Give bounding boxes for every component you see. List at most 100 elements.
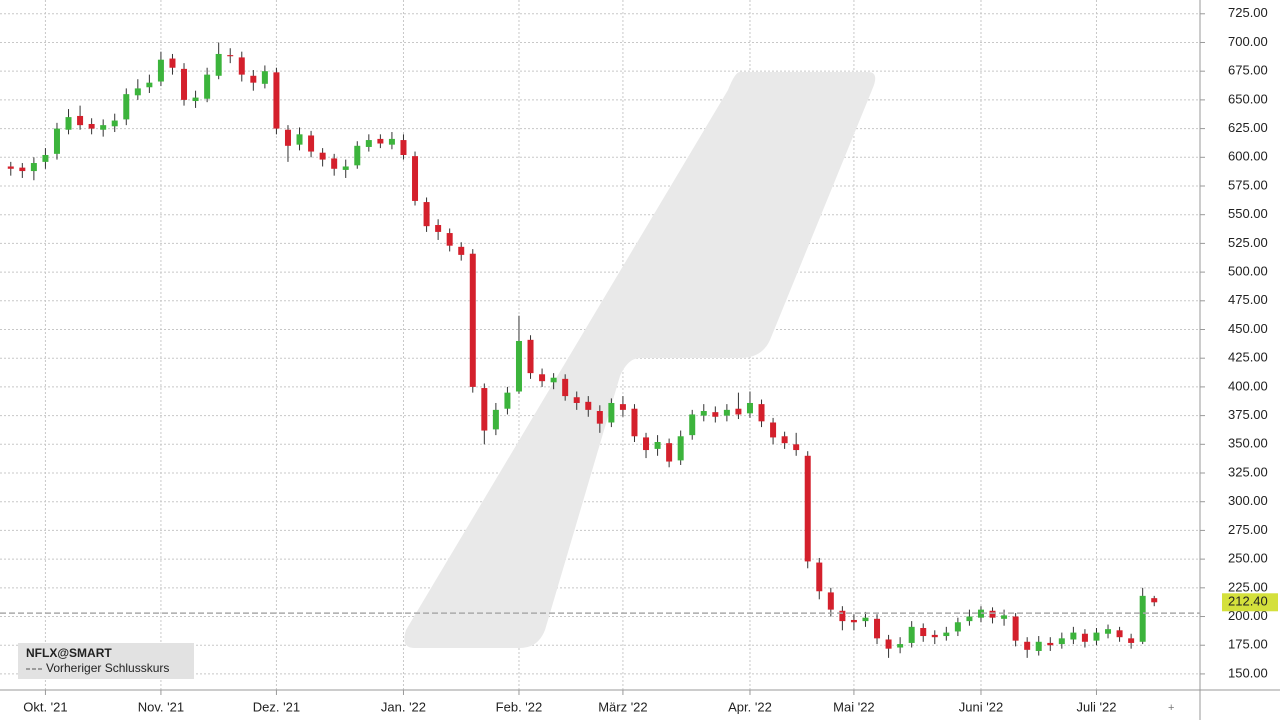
candle-body bbox=[469, 253, 476, 387]
x-tick-label: Juni '22 bbox=[959, 699, 1003, 714]
candle-body bbox=[1093, 632, 1100, 641]
candle-body bbox=[7, 166, 14, 169]
candle-body bbox=[619, 404, 626, 410]
candle-body bbox=[562, 378, 569, 397]
candle-body bbox=[134, 88, 141, 96]
candle-body bbox=[458, 246, 465, 255]
candle-body bbox=[631, 408, 638, 437]
candle-body bbox=[758, 404, 765, 422]
candle-body bbox=[308, 135, 315, 152]
candle-body bbox=[181, 68, 188, 100]
candle-body bbox=[515, 340, 522, 392]
candle-body bbox=[527, 339, 534, 374]
y-tick-label: 575.00 bbox=[1228, 177, 1268, 192]
candle-body bbox=[492, 409, 499, 430]
candle-body bbox=[608, 402, 615, 423]
candle-body bbox=[550, 377, 557, 383]
y-tick-label: 250.00 bbox=[1228, 551, 1268, 566]
candle-body bbox=[666, 443, 673, 462]
candle-body bbox=[746, 402, 753, 414]
y-tick-label: 725.00 bbox=[1228, 5, 1268, 20]
candle-body bbox=[954, 622, 961, 632]
candle-body bbox=[446, 233, 453, 246]
candle-body bbox=[1058, 638, 1065, 645]
candle-body bbox=[215, 53, 222, 76]
y-tick-label: 650.00 bbox=[1228, 91, 1268, 106]
candle-body bbox=[712, 412, 719, 417]
candle-body bbox=[123, 94, 130, 120]
candle-body bbox=[65, 117, 72, 130]
candle-body bbox=[481, 388, 488, 431]
candle-body bbox=[169, 58, 176, 68]
candle-body bbox=[30, 163, 37, 172]
y-tick-label: 300.00 bbox=[1228, 493, 1268, 508]
candle-body bbox=[596, 411, 603, 424]
candle-body bbox=[100, 125, 107, 130]
y-tick-label: 200.00 bbox=[1228, 608, 1268, 623]
candle-body bbox=[331, 158, 338, 169]
candle-body bbox=[723, 409, 730, 416]
candle-body bbox=[377, 138, 384, 144]
x-tick-label: Dez. '21 bbox=[253, 699, 300, 714]
y-tick-label: 700.00 bbox=[1228, 34, 1268, 49]
candle-body bbox=[1012, 616, 1019, 641]
y-tick-label: 375.00 bbox=[1228, 407, 1268, 422]
candle-body bbox=[261, 71, 268, 84]
candle-body bbox=[700, 411, 707, 416]
y-tick-label: 675.00 bbox=[1228, 63, 1268, 78]
candle-body bbox=[284, 129, 291, 146]
x-tick-label: Mai '22 bbox=[833, 699, 875, 714]
candle-body bbox=[573, 397, 580, 403]
candle-body bbox=[111, 120, 118, 127]
candle-body bbox=[804, 455, 811, 562]
candle-body bbox=[227, 55, 234, 57]
candle-body bbox=[1070, 632, 1077, 640]
y-tick-label: 400.00 bbox=[1228, 378, 1268, 393]
y-tick-label: 175.00 bbox=[1228, 637, 1268, 652]
candle-body bbox=[354, 145, 361, 166]
candle-body bbox=[862, 617, 869, 622]
candle-body bbox=[654, 442, 661, 449]
candle-body bbox=[296, 134, 303, 145]
candle-body bbox=[1116, 630, 1123, 638]
legend-label: Vorheriger Schlusskurs bbox=[46, 661, 169, 675]
candle-body bbox=[204, 74, 211, 99]
candle-body bbox=[793, 444, 800, 451]
y-tick-label: 425.00 bbox=[1228, 350, 1268, 365]
candle-body bbox=[989, 610, 996, 618]
candle-body bbox=[435, 225, 442, 232]
candle-body bbox=[412, 156, 419, 201]
candle-body bbox=[977, 609, 984, 618]
candle-body bbox=[931, 634, 938, 638]
candle-body bbox=[250, 75, 257, 83]
candle-body bbox=[88, 123, 95, 129]
candle-body bbox=[943, 632, 950, 637]
x-tick-label: März '22 bbox=[598, 699, 647, 714]
y-tick-label: 450.00 bbox=[1228, 321, 1268, 336]
candle-body bbox=[643, 437, 650, 451]
candle-body bbox=[388, 138, 395, 145]
candle-body bbox=[966, 616, 973, 622]
candle-body bbox=[1001, 615, 1008, 619]
candle-body bbox=[920, 628, 927, 637]
candle-body bbox=[192, 97, 199, 102]
candle-body bbox=[827, 592, 834, 610]
candle-body bbox=[146, 82, 153, 88]
candle-body bbox=[238, 57, 245, 75]
x-tick-label: Jan. '22 bbox=[381, 699, 426, 714]
candle-body bbox=[781, 436, 788, 444]
y-tick-label: 550.00 bbox=[1228, 206, 1268, 221]
price-marker-label: 212.40 bbox=[1228, 594, 1268, 609]
legend-box bbox=[18, 643, 194, 679]
candle-body bbox=[1081, 633, 1088, 642]
candle-body bbox=[1035, 641, 1042, 651]
candle-body bbox=[342, 166, 349, 170]
y-tick-label: 350.00 bbox=[1228, 436, 1268, 451]
expand-icon[interactable]: + bbox=[1168, 702, 1174, 714]
y-tick-label: 500.00 bbox=[1228, 264, 1268, 279]
y-tick-label: 275.00 bbox=[1228, 522, 1268, 537]
candle-body bbox=[908, 626, 915, 643]
